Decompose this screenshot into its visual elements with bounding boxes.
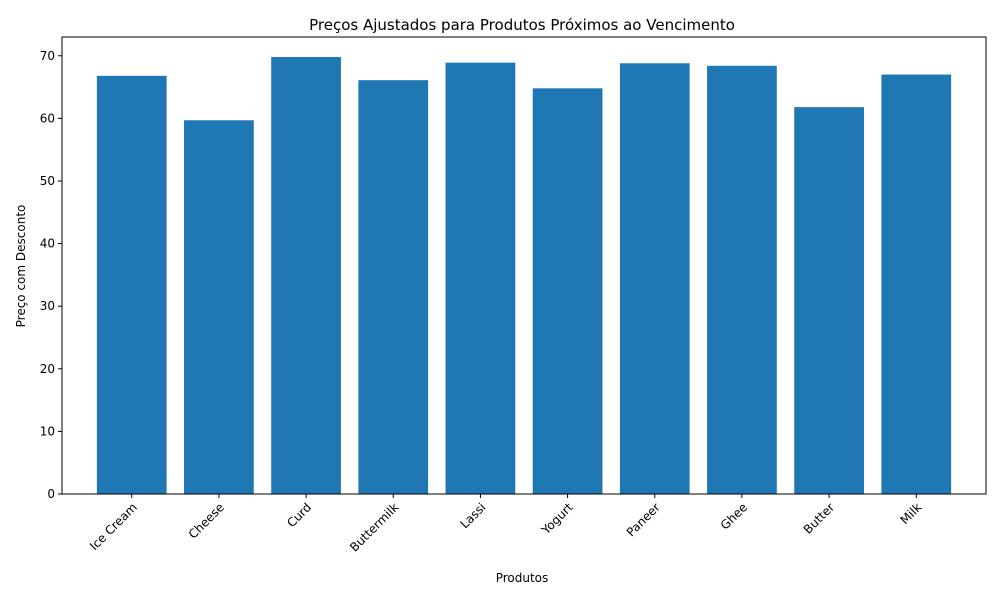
x-tick-label: Cheese [186,500,227,541]
bar-ghee [707,65,777,495]
x-tick-label: Paneer [624,500,663,539]
x-axis-ticks: Ice Cream Cheese Curd Buttermilk Lassi Yogurt… [87,494,924,554]
x-tick-label: Yogurt [538,500,576,538]
y-tick-label: 40 [40,237,55,251]
x-tick-label: Ice Cream [87,500,140,553]
y-tick-label: 20 [40,362,55,376]
bar-curd [271,57,341,495]
bar-yogurt [532,88,603,495]
bars-group [96,57,952,495]
y-axis-ticks: 0 10 20 30 40 50 60 70 [40,49,62,501]
x-tick-label: Milk [898,500,925,527]
y-axis-label: Preço com Desconto [14,205,28,328]
bar-ice-cream [96,75,167,495]
chart-title: Preços Ajustados para Produtos Próximos … [309,16,735,34]
x-tick-label: Lassi [458,500,489,531]
bar-paneer [619,63,690,494]
bar-milk [881,74,952,494]
y-tick-label: 60 [40,111,55,125]
x-tick-label: Butter [801,500,838,537]
y-tick-label: 70 [40,49,55,63]
bar-cheese [184,120,254,494]
y-tick-label: 50 [40,174,55,188]
y-tick-label: 30 [40,299,55,313]
y-tick-label: 0 [47,487,55,501]
bar-buttermilk [358,80,429,494]
y-tick-label: 10 [40,424,55,438]
x-tick-label: Ghee [718,500,750,532]
x-tick-label: Curd [284,500,314,530]
x-tick-label: Buttermilk [347,500,401,554]
x-axis-label: Produtos [496,571,549,585]
bar-lassi [445,62,516,495]
bar-butter [794,107,864,495]
plot-frame [61,36,987,495]
